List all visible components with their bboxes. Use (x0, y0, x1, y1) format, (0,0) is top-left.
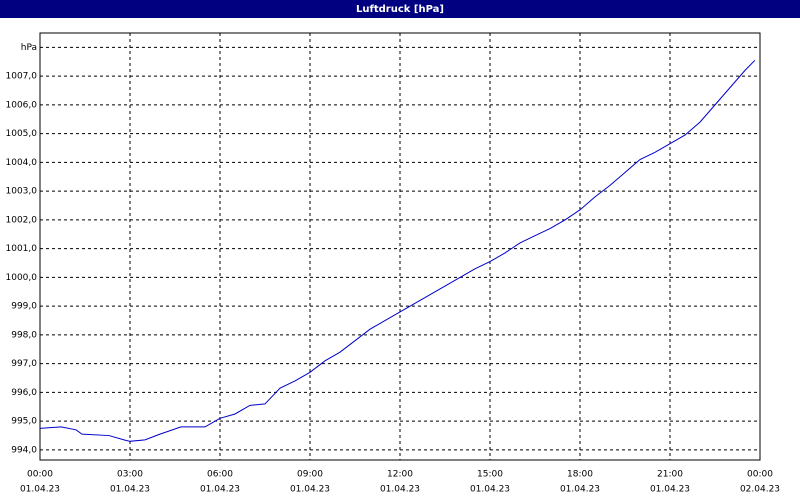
chart-title: Luftdruck [hPa] (356, 4, 444, 15)
y-tick-label: 1005,0 (6, 129, 38, 139)
x-tick-date: 01.04.23 (200, 485, 240, 495)
x-tick-date: 01.04.23 (650, 485, 690, 495)
x-tick-label: 06:00 (207, 470, 233, 480)
y-tick-label: 995,0 (11, 417, 37, 427)
x-tick-label: 00:00 (747, 470, 773, 480)
x-tick-date: 01.04.23 (20, 485, 60, 495)
x-tick-date: 01.04.23 (380, 485, 420, 495)
y-tick-label: 996,0 (11, 388, 37, 398)
y-tick-label: 998,0 (11, 330, 37, 340)
x-tick-date: 01.04.23 (290, 485, 330, 495)
y-tick-label: 1007,0 (6, 72, 38, 82)
x-tick-label: 15:00 (477, 470, 503, 480)
x-tick-label: 09:00 (297, 470, 323, 480)
y-tick-label: 1000,0 (6, 273, 38, 283)
y-tick-label: 999,0 (11, 302, 37, 312)
x-tick-label: 21:00 (657, 470, 683, 480)
y-tick-label: 1002,0 (6, 215, 38, 225)
y-tick-label: 1003,0 (6, 187, 38, 197)
y-tick-label: 1004,0 (6, 158, 38, 168)
title-bar (0, 0, 800, 18)
y-tick-label: 994,0 (11, 445, 37, 455)
x-tick-date: 02.04.23 (740, 485, 780, 495)
y-tick-label: 1006,0 (6, 100, 38, 110)
x-tick-label: 12:00 (387, 470, 413, 480)
x-tick-label: 03:00 (117, 470, 143, 480)
y-tick-label: hPa (21, 43, 37, 53)
x-tick-label: 00:00 (27, 470, 53, 480)
y-tick-label: 997,0 (11, 359, 37, 369)
x-tick-date: 01.04.23 (560, 485, 600, 495)
y-tick-label: 1001,0 (6, 244, 38, 254)
x-tick-date: 01.04.23 (470, 485, 510, 495)
x-tick-label: 18:00 (567, 470, 593, 480)
x-tick-date: 01.04.23 (110, 485, 150, 495)
line-series (39, 59, 756, 442)
